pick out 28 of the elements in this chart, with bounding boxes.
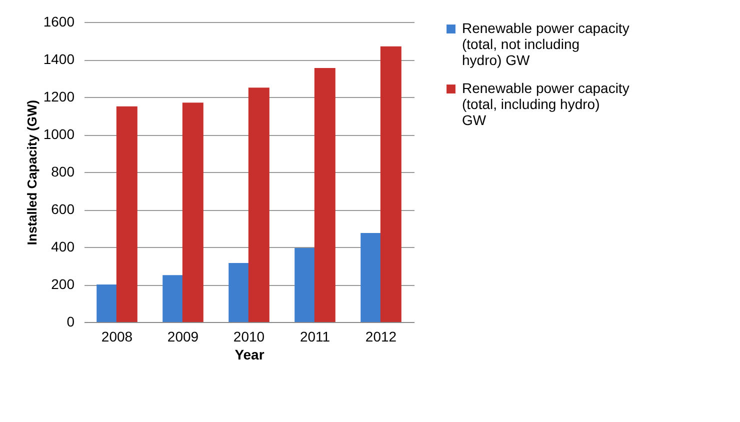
x-tick-label: 2010 [233, 328, 265, 344]
y-tick-label: 600 [51, 201, 75, 217]
y-tick-label: 200 [51, 276, 75, 292]
y-tick-label: 400 [51, 238, 75, 254]
x-tick-label: 2011 [300, 328, 330, 344]
x-tick-label: 2009 [167, 328, 199, 344]
bar [182, 102, 204, 322]
legend-label: Renewable power capacity (total, including hydro) GW [462, 80, 630, 128]
y-tick-label: 1000 [43, 126, 75, 142]
x-tick-label: 2012 [365, 328, 397, 344]
y-axis-title: Installed Capacity (GW) [24, 100, 40, 246]
bar [96, 284, 118, 322]
x-axis-title: Year [234, 346, 265, 362]
bar [162, 275, 184, 322]
y-tick-label: 0 [66, 314, 75, 330]
bar [228, 262, 250, 322]
x-tick-label: 2008 [101, 328, 133, 344]
bar [380, 46, 402, 322]
bar [314, 68, 336, 322]
y-tick-label: 1400 [43, 51, 75, 67]
bar [294, 248, 316, 322]
bar [360, 232, 382, 322]
y-tick-label: 800 [51, 164, 75, 180]
y-tick-label: 1600 [43, 14, 75, 30]
legend-label: Renewable power capacity (total, not including hydro) GW [462, 20, 630, 68]
bar [248, 88, 270, 322]
y-tick-label: 1200 [43, 88, 75, 104]
bar [116, 106, 138, 322]
